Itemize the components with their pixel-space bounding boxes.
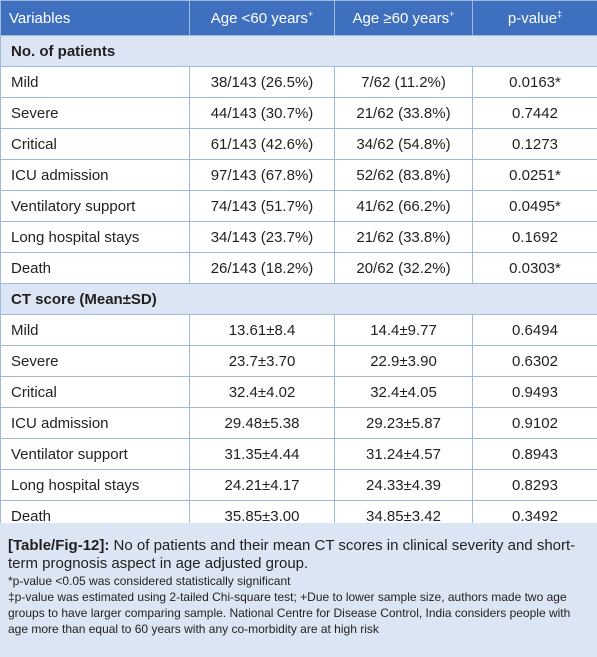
cell-p-value: 0.6302 <box>472 345 597 377</box>
row-label: Death <box>0 252 190 284</box>
cell-age-under-60: 31.35±4.44 <box>189 438 335 470</box>
table-row: ICU admission 97/143 (67.8%) 52/62 (83.8%)… <box>0 159 597 191</box>
cell-p-value: 0.9493 <box>472 376 597 408</box>
section-header-row: CT score (Mean±SD) <box>0 283 597 315</box>
cell-p-value: 0.0303* <box>472 252 597 284</box>
cell-age-60-plus: 24.33±4.39 <box>334 469 473 501</box>
cell-p-value: 0.1692 <box>472 221 597 253</box>
cell-age-60-plus: 34/62 (54.8%) <box>334 128 473 160</box>
table-row: Long hospital stays 34/143 (23.7%) 21/62 (… <box>0 221 597 253</box>
section-title: CT score (Mean±SD) <box>0 283 597 315</box>
row-label: ICU admission <box>0 407 190 439</box>
table-row: Long hospital stays 24.21±4.17 24.33±4.39 0… <box>0 469 597 501</box>
row-label: Ventilatory support <box>0 190 190 222</box>
caption-title: [Table/Fig-12]: No of patients and their… <box>8 537 576 572</box>
cell-p-value: 0.0163* <box>472 66 597 98</box>
table-row: Death 26/143 (18.2%) 20/62 (32.2%) 0.0303* <box>0 252 597 284</box>
cell-age-60-plus: 14.4±9.77 <box>334 314 473 346</box>
row-label: Critical <box>0 128 190 160</box>
row-label: Mild <box>0 314 190 346</box>
cell-age-under-60: 13.61±8.4 <box>189 314 335 346</box>
results-table: Variables Age <60 years+ Age ≥60 years+ … <box>0 0 597 532</box>
cell-p-value: 0.6494 <box>472 314 597 346</box>
row-label: Long hospital stays <box>0 469 190 501</box>
header-p-value: p-value‡ <box>472 0 597 36</box>
cell-age-under-60: 61/143 (42.6%) <box>189 128 335 160</box>
caption-note-method: ‡p-value was estimated using 2-tailed Ch… <box>8 590 571 636</box>
row-label: Severe <box>0 345 190 377</box>
cell-p-value: 0.1273 <box>472 128 597 160</box>
cell-age-60-plus: 52/62 (83.8%) <box>334 159 473 191</box>
cell-age-60-plus: 7/62 (11.2%) <box>334 66 473 98</box>
row-label: Long hospital stays <box>0 221 190 253</box>
header-variables: Variables <box>0 0 190 36</box>
row-label: ICU admission <box>0 159 190 191</box>
cell-age-60-plus: 41/62 (66.2%) <box>334 190 473 222</box>
cell-p-value: 0.0495* <box>472 190 597 222</box>
cell-age-under-60: 26/143 (18.2%) <box>189 252 335 284</box>
cell-age-under-60: 97/143 (67.8%) <box>189 159 335 191</box>
table-row: Critical 61/143 (42.6%) 34/62 (54.8%) 0.127… <box>0 128 597 160</box>
cell-age-60-plus: 20/62 (32.2%) <box>334 252 473 284</box>
cell-age-60-plus: 21/62 (33.8%) <box>334 97 473 129</box>
cell-p-value: 0.8293 <box>472 469 597 501</box>
cell-p-value: 0.7442 <box>472 97 597 129</box>
cell-age-60-plus: 22.9±3.90 <box>334 345 473 377</box>
cell-age-60-plus: 32.4±4.05 <box>334 376 473 408</box>
cell-age-under-60: 44/143 (30.7%) <box>189 97 335 129</box>
table-row: ICU admission 29.48±5.38 29.23±5.87 0.9102 <box>0 407 597 439</box>
table-row: Ventilatory support 74/143 (51.7%) 41/62 (… <box>0 190 597 222</box>
caption-note-significance: *p-value <0.05 was considered statistica… <box>8 574 291 588</box>
table-row: Severe 44/143 (30.7%) 21/62 (33.8%) 0.7442 <box>0 97 597 129</box>
section-header-row: No. of patients <box>0 35 597 67</box>
table-row: Critical 32.4±4.02 32.4±4.05 0.9493 <box>0 376 597 408</box>
cell-age-under-60: 23.7±3.70 <box>189 345 335 377</box>
cell-age-under-60: 32.4±4.02 <box>189 376 335 408</box>
cell-age-under-60: 38/143 (26.5%) <box>189 66 335 98</box>
header-age-under-60: Age <60 years+ <box>189 0 335 36</box>
cell-p-value: 0.0251* <box>472 159 597 191</box>
row-label: Ventilator support <box>0 438 190 470</box>
table-row: Mild 38/143 (26.5%) 7/62 (11.2%) 0.0163* <box>0 66 597 98</box>
cell-p-value: 0.8943 <box>472 438 597 470</box>
cell-age-under-60: 34/143 (23.7%) <box>189 221 335 253</box>
row-label: Severe <box>0 97 190 129</box>
cell-age-60-plus: 31.24±4.57 <box>334 438 473 470</box>
cell-age-under-60: 29.48±5.38 <box>189 407 335 439</box>
cell-age-60-plus: 21/62 (33.8%) <box>334 221 473 253</box>
row-label: Critical <box>0 376 190 408</box>
table-row: Mild 13.61±8.4 14.4±9.77 0.6494 <box>0 314 597 346</box>
cell-p-value: 0.9102 <box>472 407 597 439</box>
section-title: No. of patients <box>0 35 597 67</box>
table-row: Ventilator support 31.35±4.44 31.24±4.57 0.… <box>0 438 597 470</box>
table-row: Severe 23.7±3.70 22.9±3.90 0.6302 <box>0 345 597 377</box>
row-label: Mild <box>0 66 190 98</box>
table-caption: [Table/Fig-12]: No of patients and their… <box>0 523 597 657</box>
cell-age-under-60: 74/143 (51.7%) <box>189 190 335 222</box>
cell-age-under-60: 24.21±4.17 <box>189 469 335 501</box>
cell-age-60-plus: 29.23±5.87 <box>334 407 473 439</box>
header-row: Variables Age <60 years+ Age ≥60 years+ … <box>0 0 597 36</box>
header-age-60-plus: Age ≥60 years+ <box>334 0 473 36</box>
